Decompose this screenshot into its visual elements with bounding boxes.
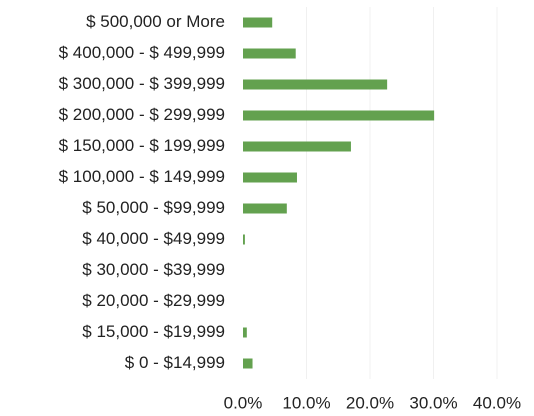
- y-tick-label: $ 200,000 - $ 299,999: [59, 105, 225, 124]
- bar: [243, 234, 245, 245]
- y-tick-label: $ 50,000 - $99,999: [82, 198, 225, 217]
- y-tick-label: $ 300,000 - $ 399,999: [59, 74, 225, 93]
- bar: [243, 358, 253, 369]
- bar: [243, 79, 388, 90]
- bar: [243, 17, 273, 28]
- y-tick-label: $ 20,000 - $29,999: [82, 291, 225, 310]
- y-tick-label: $ 40,000 - $49,999: [82, 229, 225, 248]
- x-tick-label: 40.0%: [473, 393, 521, 412]
- bar: [243, 141, 351, 152]
- y-tick-label: $ 0 - $14,999: [125, 353, 225, 372]
- y-tick-label: $ 500,000 or More: [86, 12, 225, 31]
- y-tick-label: $ 150,000 - $ 199,999: [59, 136, 225, 155]
- y-tick-label: $ 15,000 - $19,999: [82, 322, 225, 341]
- x-tick-label: 30.0%: [409, 393, 457, 412]
- bar: [243, 327, 247, 338]
- bar: [243, 48, 296, 59]
- bar: [243, 203, 287, 214]
- bar: [243, 110, 435, 121]
- x-tick-label: 20.0%: [346, 393, 394, 412]
- y-tick-label: $ 30,000 - $39,999: [82, 260, 225, 279]
- y-tick-label: $ 100,000 - $ 149,999: [59, 167, 225, 186]
- bar: [243, 172, 297, 183]
- x-tick-label: 0.0%: [224, 393, 263, 412]
- y-tick-label: $ 400,000 - $ 499,999: [59, 43, 225, 62]
- x-tick-label: 10.0%: [282, 393, 330, 412]
